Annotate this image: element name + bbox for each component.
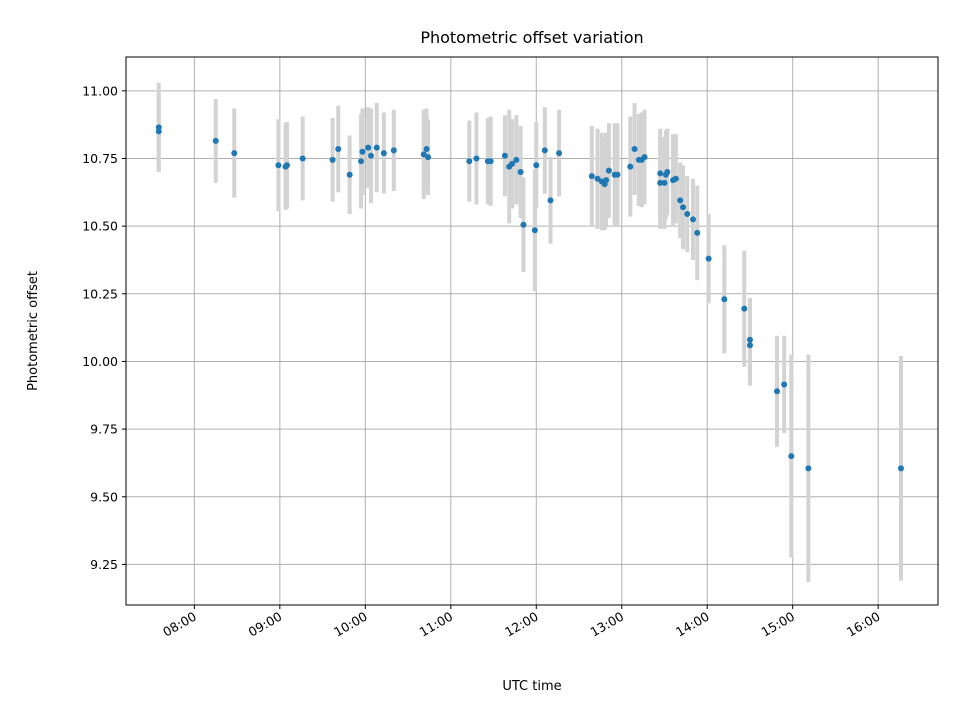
data-point	[520, 221, 527, 228]
data-point	[423, 146, 430, 153]
y-tick-label: 9.25	[90, 557, 118, 572]
data-point	[774, 388, 781, 395]
data-point	[365, 144, 372, 151]
data-point	[275, 162, 282, 169]
y-tick-label: 11.00	[82, 83, 118, 98]
data-point	[425, 154, 432, 161]
data-point	[627, 163, 634, 170]
data-point	[705, 255, 712, 262]
data-point	[501, 152, 508, 159]
y-tick-label: 9.75	[90, 422, 118, 437]
data-point	[684, 210, 691, 217]
data-point	[631, 146, 638, 153]
data-point	[329, 156, 336, 163]
data-point	[420, 151, 427, 158]
data-point	[155, 124, 162, 131]
data-point	[487, 158, 494, 165]
x-axis-label: UTC time	[502, 679, 561, 694]
y-tick-label: 9.50	[90, 489, 118, 504]
data-point	[721, 296, 728, 303]
plot-frame	[125, 56, 939, 606]
data-point	[390, 147, 397, 154]
data-point	[335, 146, 342, 153]
data-point	[897, 465, 904, 472]
data-point	[781, 381, 788, 388]
data-point	[473, 155, 480, 162]
data-point	[547, 197, 554, 204]
data-point	[517, 169, 524, 176]
data-point	[556, 150, 563, 157]
data-point	[513, 156, 520, 163]
data-point	[661, 179, 668, 186]
data-point	[588, 173, 595, 180]
data-point	[664, 169, 671, 176]
data-point	[805, 465, 812, 472]
data-point	[346, 171, 353, 178]
data-point	[788, 453, 795, 460]
data-point	[466, 158, 473, 165]
y-tick-label: 10.25	[82, 286, 118, 301]
data-point	[380, 150, 387, 157]
data-point	[614, 171, 621, 178]
data-point	[358, 158, 365, 165]
data-point	[283, 162, 290, 169]
data-point	[657, 179, 664, 186]
data-point	[605, 167, 612, 174]
data-point	[680, 204, 687, 211]
data-point	[373, 144, 380, 151]
data-point	[746, 342, 753, 349]
data-point	[677, 197, 684, 204]
data-point	[368, 152, 375, 159]
point-layer	[155, 124, 904, 472]
data-point	[741, 305, 748, 312]
y-axis-label: Photometric offset	[26, 271, 41, 391]
data-point	[746, 336, 753, 343]
data-point	[533, 162, 540, 169]
data-point	[509, 160, 516, 167]
data-point	[672, 175, 679, 182]
data-point	[359, 148, 366, 155]
data-point	[299, 155, 306, 162]
data-point	[541, 147, 548, 154]
y-tick-label: 10.00	[82, 354, 118, 369]
data-point	[657, 170, 664, 177]
data-point	[689, 216, 696, 223]
y-tick-label: 10.75	[82, 151, 118, 166]
data-point	[594, 175, 601, 182]
y-tick-label: 10.50	[82, 219, 118, 234]
data-point	[531, 227, 538, 234]
data-point	[603, 177, 610, 184]
grid-layer	[126, 57, 938, 605]
data-point	[641, 154, 648, 161]
data-point	[231, 150, 238, 157]
data-point	[212, 137, 219, 144]
data-point	[694, 229, 701, 236]
chart-title: Photometric offset variation	[420, 28, 643, 47]
